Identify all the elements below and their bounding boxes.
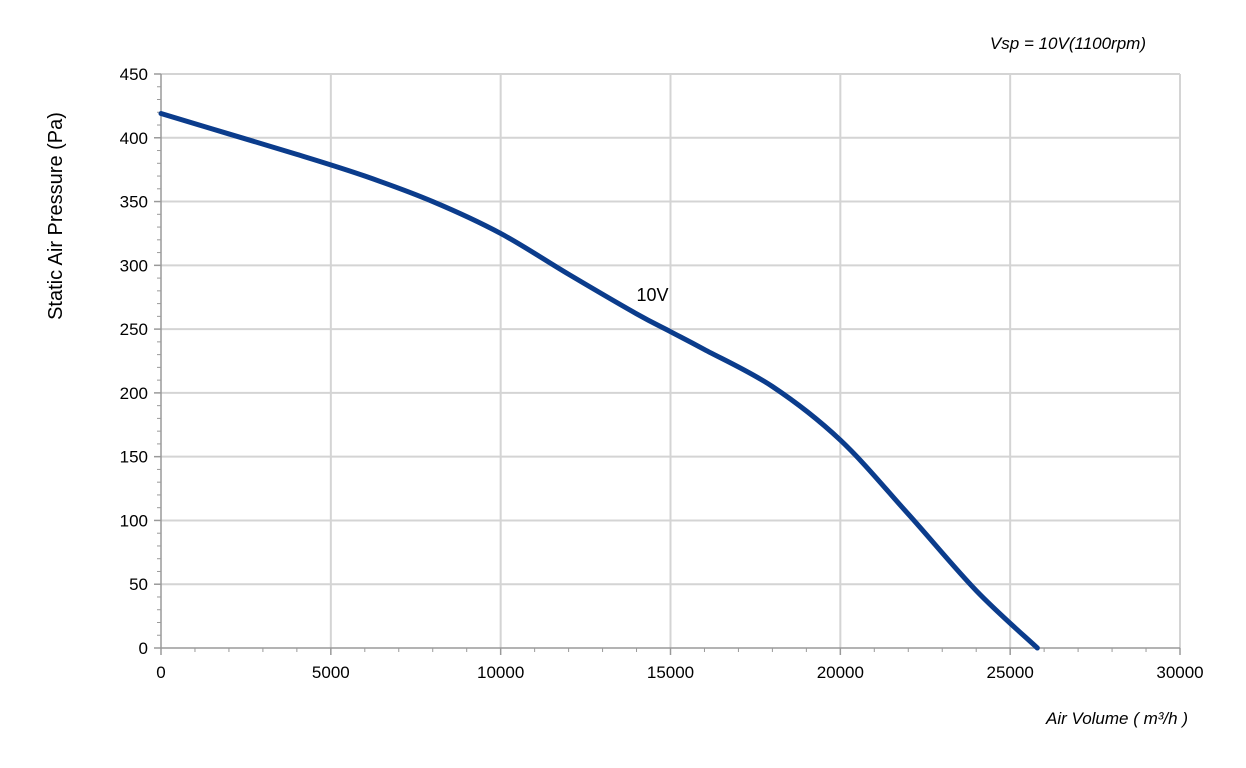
series-line-10v [158, 111, 1040, 651]
y-tick-label: 100 [120, 511, 148, 530]
x-tick-label: 10000 [477, 663, 524, 682]
series-layer [158, 111, 1040, 651]
axes [154, 73, 1181, 655]
y-axis-title: Static Air Pressure (Pa) [45, 112, 67, 320]
y-tick-label: 150 [120, 448, 148, 467]
x-tick-label: 5000 [312, 663, 350, 682]
y-tick-label: 350 [120, 193, 148, 212]
y-tick-label: 400 [120, 129, 148, 148]
x-axis-title: Air Volume ( m³/h ) [1045, 709, 1188, 728]
y-tick-label: 50 [129, 575, 148, 594]
y-tick-label: 300 [120, 256, 148, 275]
x-tick-labels: 0 5000 10000 15000 20000 25000 30000 [156, 663, 1203, 682]
x-tick-label: 15000 [647, 663, 694, 682]
chart-annotation: Vsp = 10V(1100rpm) [990, 34, 1146, 53]
x-tick-label: 30000 [1156, 663, 1203, 682]
y-tick-label: 0 [139, 639, 148, 658]
series-label-10v: 10V [637, 285, 669, 305]
x-tick-label: 20000 [817, 663, 864, 682]
minor-ticks [157, 86, 1147, 652]
y-tick-label: 450 [120, 65, 148, 84]
y-tick-label: 200 [120, 384, 148, 403]
y-tick-labels: 0 50 100 150 200 250 300 350 400 450 [120, 65, 148, 658]
x-tick-label: 25000 [987, 663, 1034, 682]
grid [161, 73, 1181, 648]
y-tick-label: 250 [120, 320, 148, 339]
x-tick-label: 0 [156, 663, 165, 682]
